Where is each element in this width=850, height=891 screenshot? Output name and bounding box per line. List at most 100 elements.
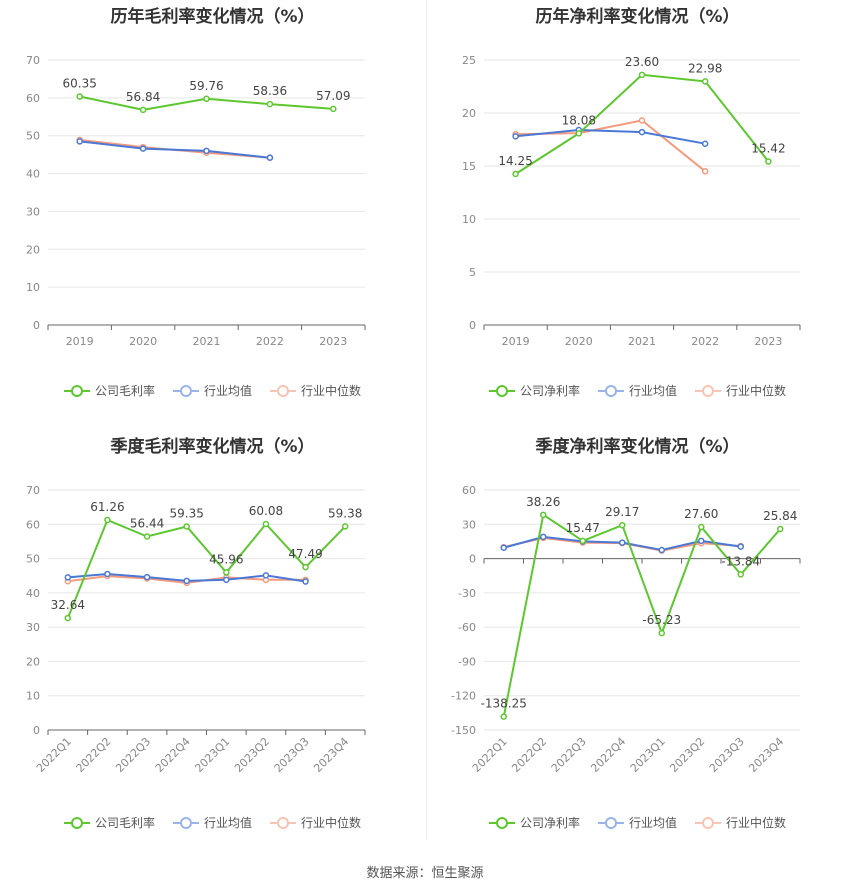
data-point[interactable] xyxy=(698,523,705,531)
data-point[interactable] xyxy=(183,523,190,530)
data-label: 22.98 xyxy=(688,61,722,75)
data-point[interactable] xyxy=(76,93,83,100)
x-tick-label: 2023 xyxy=(319,335,347,348)
data-point[interactable] xyxy=(223,576,230,584)
y-tick-label: 10 xyxy=(26,690,40,703)
legend-item-avg[interactable]: 行业均值 xyxy=(172,814,252,831)
y-tick-label: 60 xyxy=(26,518,40,531)
data-point[interactable] xyxy=(266,154,274,161)
y-tick-label: 15 xyxy=(462,160,476,173)
x-tick-label: 2023Q1 xyxy=(192,735,232,775)
quarterly-net-margin-chart: -150 -120 -90 -60 -30 0 30 60 2022Q1 2022Q2 2022Q3… xyxy=(451,484,801,775)
data-point[interactable] xyxy=(104,570,111,578)
legend-item-median[interactable]: 行业中位数 xyxy=(270,382,361,399)
x-tick-label: 2023Q4 xyxy=(746,735,786,775)
x-tick-label: 2022Q3 xyxy=(549,735,589,775)
data-label: 25.84 xyxy=(763,509,797,523)
quarterly-net-margin-panel: 季度净利率变化情况（%） -150 -120 -90 -60 -30 0 30 60 2022Q… xyxy=(425,430,850,860)
legend-marker-icon xyxy=(695,384,721,397)
legend-item-avg[interactable]: 行业均值 xyxy=(597,814,677,831)
panel-divider xyxy=(426,0,427,840)
legend-item-company[interactable]: 公司净利率 xyxy=(488,814,580,831)
data-point[interactable] xyxy=(330,105,337,113)
x-tick-label: 2023Q1 xyxy=(628,735,668,775)
legend-item-median[interactable]: 行业中位数 xyxy=(270,814,361,831)
data-point[interactable] xyxy=(203,95,210,103)
data-point[interactable] xyxy=(638,128,646,136)
data-point[interactable] xyxy=(262,572,270,579)
data-point[interactable] xyxy=(302,563,309,571)
legend-item-company[interactable]: 公司净利率 xyxy=(488,382,580,399)
data-point[interactable] xyxy=(500,544,507,551)
annual-net-margin-panel: 历年净利率变化情况（%） 0 5 10 15 20 25 2019 2020 2021 2022 2… xyxy=(425,0,850,425)
legend-label: 公司毛利率 xyxy=(94,384,155,398)
data-point[interactable] xyxy=(619,521,626,529)
chart-legend: 公司净利率 行业均值 行业中位数 xyxy=(425,814,850,831)
data-point[interactable] xyxy=(341,523,349,530)
data-label: 59.38 xyxy=(328,506,362,520)
data-point[interactable] xyxy=(540,533,547,541)
data-point[interactable] xyxy=(500,713,507,720)
data-point[interactable] xyxy=(143,573,151,581)
data-point[interactable] xyxy=(658,546,665,554)
y-tick-label: 10 xyxy=(462,213,476,226)
x-tick-label: 2021 xyxy=(628,335,656,348)
legend-marker-icon xyxy=(488,816,515,829)
legend-label: 行业中位数 xyxy=(301,384,362,398)
legend-label: 行业均值 xyxy=(628,816,677,830)
data-point[interactable] xyxy=(203,147,210,155)
legend-item-company[interactable]: 公司毛利率 xyxy=(63,814,155,831)
data-point[interactable] xyxy=(139,145,147,152)
chart-title: 季度毛利率变化情况（%） xyxy=(110,437,315,457)
data-point[interactable] xyxy=(765,158,772,165)
data-point[interactable] xyxy=(139,106,147,114)
data-point[interactable] xyxy=(302,578,309,585)
data-point[interactable] xyxy=(104,516,111,524)
legend-item-avg[interactable]: 行业均值 xyxy=(172,382,252,399)
legend-item-avg[interactable]: 行业均值 xyxy=(597,382,677,399)
data-point[interactable] xyxy=(737,571,744,578)
y-tick-label: 0 xyxy=(469,553,476,566)
data-point[interactable] xyxy=(579,537,586,545)
legend-marker-icon xyxy=(63,816,90,829)
legend-marker-icon xyxy=(597,384,624,397)
legend-item-company[interactable]: 公司毛利率 xyxy=(63,382,155,399)
y-tick-label: 40 xyxy=(26,587,40,600)
data-point[interactable] xyxy=(223,569,230,576)
data-point[interactable] xyxy=(698,537,705,545)
quarterly-gross-margin-panel: 季度毛利率变化情况（%） 0 10 20 30 40 50 60 70 2022Q1 2022Q2… xyxy=(0,430,425,860)
x-tick-label: 2022Q1 xyxy=(470,735,510,775)
y-tick-label: 70 xyxy=(26,484,40,497)
data-point[interactable] xyxy=(183,577,190,585)
annual-gross-margin-panel: 历年毛利率变化情况（%） 0 10 20 30 40 50 60 70 2019 2020 2021… xyxy=(0,0,425,425)
data-point[interactable] xyxy=(262,520,270,528)
data-point[interactable] xyxy=(575,130,583,137)
data-point[interactable] xyxy=(76,138,83,145)
legend-label: 行业中位数 xyxy=(726,816,787,830)
y-tick-label: 20 xyxy=(462,107,476,120)
data-point[interactable] xyxy=(64,574,72,581)
y-tick-label: 70 xyxy=(26,54,40,67)
data-point[interactable] xyxy=(701,168,709,175)
data-point[interactable] xyxy=(266,100,274,108)
data-point[interactable] xyxy=(737,543,744,550)
data-label: 61.26 xyxy=(90,500,124,514)
data-point[interactable] xyxy=(638,71,646,79)
legend-item-median[interactable]: 行业中位数 xyxy=(695,382,786,399)
data-label: 38.26 xyxy=(526,495,560,509)
data-point[interactable] xyxy=(638,117,646,124)
x-tick-label: 2022Q2 xyxy=(509,735,549,775)
legend-item-median[interactable]: 行业中位数 xyxy=(695,814,786,831)
data-point[interactable] xyxy=(701,78,709,85)
data-point[interactable] xyxy=(512,170,519,178)
data-point[interactable] xyxy=(64,614,72,622)
data-point[interactable] xyxy=(777,525,784,533)
data-point[interactable] xyxy=(701,140,709,147)
data-point[interactable] xyxy=(512,133,519,140)
data-point[interactable] xyxy=(540,511,547,519)
y-tick-label: 60 xyxy=(26,92,40,105)
data-point[interactable] xyxy=(143,533,151,540)
y-tick-label: -150 xyxy=(451,724,476,737)
data-point[interactable] xyxy=(658,629,665,637)
data-point[interactable] xyxy=(619,539,626,546)
